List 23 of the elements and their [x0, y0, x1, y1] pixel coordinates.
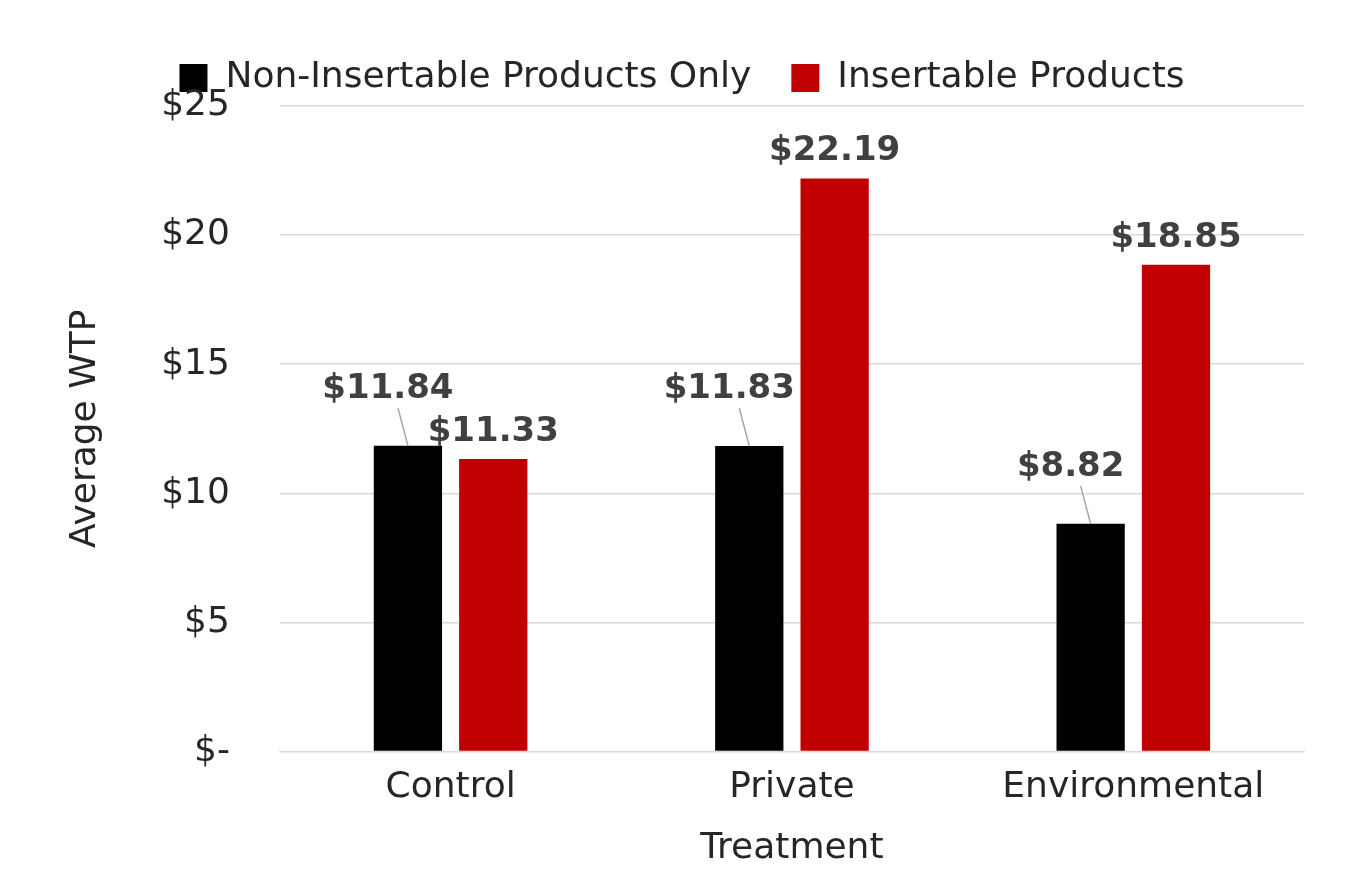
x-tick-label: Control: [385, 763, 516, 805]
bar: [1056, 523, 1125, 751]
data-label: $18.85: [1110, 214, 1242, 255]
x-tick-label: Private: [729, 763, 855, 805]
data-label: $11.33: [427, 408, 559, 449]
y-tick-label: $15: [161, 340, 230, 382]
bar: [373, 445, 443, 751]
data-label: $22.19: [769, 128, 901, 169]
y-tick-label: $-: [194, 727, 230, 769]
x-axis-title: Treatment: [699, 824, 884, 866]
bar: [1141, 264, 1211, 751]
data-label: $11.83: [663, 365, 795, 406]
bar: [800, 178, 869, 751]
data-label: $11.84: [322, 365, 454, 406]
y-tick-label: $5: [184, 598, 230, 640]
x-tick-label: Environmental: [1002, 763, 1265, 805]
bar: [459, 459, 528, 751]
y-axis-title: Average WTP: [61, 309, 103, 549]
y-tick-label: $20: [161, 211, 230, 253]
bar: [715, 446, 784, 751]
data-label: $8.82: [1016, 443, 1125, 484]
y-tick-label: $10: [161, 469, 230, 511]
legend-label: Insertable Products: [837, 54, 1185, 96]
